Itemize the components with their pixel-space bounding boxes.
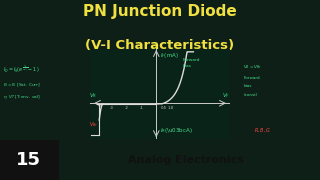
Text: -2: -2 <box>125 106 129 110</box>
Text: $V_B = V_{Br}$: $V_B = V_{Br}$ <box>243 63 262 71</box>
Text: 15: 15 <box>16 151 41 169</box>
Bar <box>0 140 58 180</box>
Text: $I_D = I_S(e^{\frac{V_D}{\eta V_T}}-1)$: $I_D = I_S(e^{\frac{V_D}{\eta V_T}}-1)$ <box>3 63 40 75</box>
Text: $V_R$: $V_R$ <box>89 91 97 100</box>
Text: Forward: Forward <box>243 76 260 80</box>
Text: PN Junction Diode: PN Junction Diode <box>83 4 237 19</box>
Text: Forward: Forward <box>183 58 200 62</box>
Text: -1: -1 <box>140 106 143 110</box>
Text: carriers $\rightarrow$ fixed: carriers $\rightarrow$ fixed <box>182 115 218 122</box>
Text: $R, B, G$: $R, B, G$ <box>254 126 271 134</box>
Text: bias: bias <box>243 84 252 88</box>
Text: $\eta, V_T$ [T:env. val]: $\eta, V_T$ [T:env. val] <box>3 93 41 101</box>
Text: $V_{Br}$: $V_{Br}$ <box>89 120 99 129</box>
Text: In p majority charge: In p majority charge <box>182 105 224 109</box>
Text: 1.0: 1.0 <box>168 106 174 110</box>
Text: $V_{Br}$: $V_{Br}$ <box>124 126 132 135</box>
Text: bias: bias <box>183 64 192 68</box>
Text: (V-I Characteristics): (V-I Characteristics) <box>85 39 235 52</box>
Text: Analog Electronics: Analog Electronics <box>128 155 244 165</box>
Text: $I_R$(\u03bcA): $I_R$(\u03bcA) <box>160 126 193 135</box>
Text: (const): (const) <box>243 93 258 97</box>
Text: $V_F$: $V_F$ <box>222 91 230 100</box>
Text: -3: -3 <box>110 106 114 110</box>
Text: $I_S = I_0$ [Sat. Curr]: $I_S = I_0$ [Sat. Curr] <box>3 81 41 89</box>
Text: $I_F$(mA): $I_F$(mA) <box>160 51 179 60</box>
Text: 0.5: 0.5 <box>161 106 167 110</box>
